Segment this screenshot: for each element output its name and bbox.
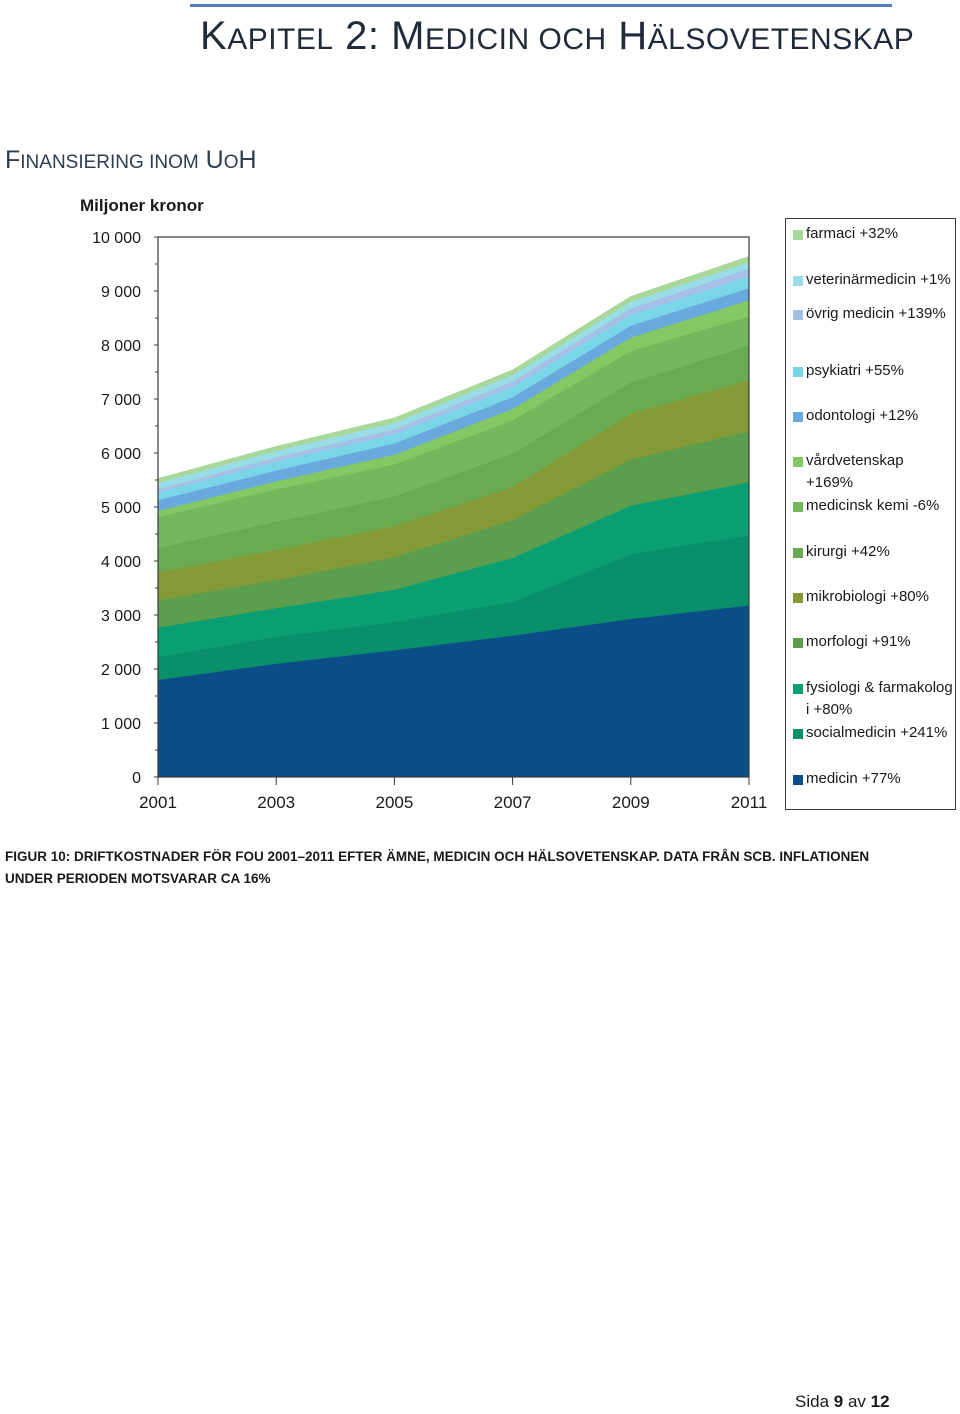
x-tick-label: 2007 (494, 793, 532, 812)
legend-label: psykiatri +55% (806, 362, 904, 379)
figure-caption: FIGUR 10: DRIFTKOSTNADER FÖR FOU 2001–20… (5, 846, 955, 890)
y-tick-label: 6 000 (101, 446, 141, 463)
x-tick-label: 2009 (612, 793, 650, 812)
legend-label: socialmedicin +241% (806, 724, 948, 741)
legend-item-psykiatri: psykiatri +55% (793, 360, 953, 382)
legend-swatch (793, 276, 803, 286)
legend-label: veterinärmedicin +1% (806, 271, 951, 288)
page-number: Sida 9 av 12 (795, 1392, 890, 1411)
y-tick-label: 3 000 (101, 608, 141, 625)
y-tick-label: 8 000 (101, 338, 141, 355)
legend-item-kirurgi: kirurgi +42% (793, 541, 953, 563)
legend-swatch (793, 684, 803, 694)
legend-swatch (793, 502, 803, 512)
legend-label: morfologi +91% (806, 633, 911, 650)
legend-label: odontologi +12% (806, 407, 919, 424)
legend-label: medicinsk kemi -6% (806, 497, 940, 514)
legend-item-medicinsk-kemi: medicinsk kemi -6% (793, 495, 953, 517)
legend-item-veterinarmedicin: veterinärmedicin +1% (793, 269, 953, 291)
legend-item-medicin: medicin +77% (793, 768, 953, 790)
y-tick-label: 5 000 (101, 500, 141, 517)
chart-legend: farmaci +32% veterinärmedicin +1% övrig me… (785, 218, 956, 810)
header-rule (190, 4, 892, 7)
y-tick-label: 4 000 (101, 554, 141, 571)
x-tick-label: 2005 (375, 793, 413, 812)
legend-item-fysiologi-farmakologi: fysiologi & farmakolog i +80% (793, 677, 953, 721)
legend-item-odontologi: odontologi +12% (793, 405, 953, 427)
legend-item-morfologi: morfologi +91% (793, 631, 953, 653)
legend-item-mikrobiologi: mikrobiologi +80% (793, 586, 953, 608)
legend-swatch (793, 457, 803, 467)
legend-swatch (793, 775, 803, 785)
legend-swatch (793, 230, 803, 240)
y-tick-label: 0 (132, 770, 141, 787)
legend-swatch (793, 412, 803, 422)
legend-swatch (793, 367, 803, 377)
y-axis-unit-label: Miljoner kronor (80, 196, 204, 215)
legend-item-farmaci: farmaci +32% (793, 223, 953, 245)
y-tick-label: 1 000 (101, 716, 141, 733)
y-tick-label: 9 000 (101, 284, 141, 301)
legend-swatch (793, 729, 803, 739)
legend-swatch (793, 310, 803, 320)
chart-axes: 0 1 000 2 000 3 000 4 000 5 000 6 000 7 000 8 00… (92, 230, 767, 812)
legend-label: medicin +77% (806, 770, 901, 787)
y-tick-label: 7 000 (101, 392, 141, 409)
legend-label: kirurgi +42% (806, 543, 890, 560)
y-tick-label: 2 000 (101, 662, 141, 679)
x-tick-label: 2011 (731, 793, 768, 812)
legend-label: övrig medicin +139% (806, 305, 946, 322)
caption-line-1: FIGUR 10: DRIFTKOSTNADER FÖR FOU 2001–20… (5, 849, 870, 864)
legend-label: fysiologi & farmakolog i +80% (806, 679, 953, 718)
chapter-title: KAPITEL 2: MEDICIN OCH HÄLSOVETENSKAP (200, 14, 915, 58)
legend-swatch (793, 638, 803, 648)
legend-label: mikrobiologi +80% (806, 588, 929, 605)
legend-item-ovrig-medicin: övrig medicin +139% (793, 303, 953, 325)
y-tick-label: 10 000 (92, 230, 141, 247)
legend-swatch (793, 548, 803, 558)
chart-areas (157, 255, 750, 778)
x-tick-label: 2003 (257, 793, 295, 812)
section-title: FINANSIERING INOM UOH (5, 146, 257, 174)
legend-label: vårdvetenskap +169% (806, 452, 904, 491)
x-tick-label: 2001 (139, 793, 177, 812)
legend-item-socialmedicin: socialmedicin +241% (793, 722, 953, 744)
legend-label: farmaci +32% (806, 225, 899, 242)
legend-item-vardvetenskap: vårdvetenskap +169% (793, 450, 953, 494)
caption-line-2: UNDER PERIODEN MOTSVARAR CA 16% (5, 871, 271, 886)
legend-swatch (793, 593, 803, 603)
stacked-area-chart: 0 1 000 2 000 3 000 4 000 5 000 6 000 7 000 8 00… (92, 230, 767, 812)
